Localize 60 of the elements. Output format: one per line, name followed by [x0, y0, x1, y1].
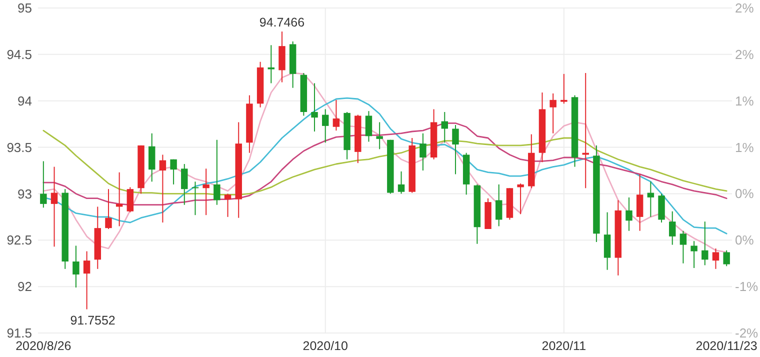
candlestick: [420, 132, 426, 171]
candlestick: [550, 92, 556, 134]
y2-tick-label: 0%: [735, 232, 754, 248]
y-tick-label: 92.5: [6, 232, 32, 248]
candlestick: [72, 245, 80, 288]
x-tick-label: 2020/11: [542, 339, 586, 353]
y2-tick-label: 1%: [735, 94, 754, 109]
candlestick: [680, 230, 687, 264]
candlestick: [365, 110, 372, 142]
x-tick-label: 2020/11/23: [696, 339, 758, 353]
candlestick: [322, 108, 329, 144]
y2-tick-label: 2%: [735, 0, 754, 16]
y2-tick-label: 2%: [735, 47, 754, 62]
candlestick: [159, 154, 166, 223]
x-tick-label: 2020/10: [302, 339, 348, 353]
candlestick: [496, 184, 502, 227]
candlestick: [560, 73, 568, 104]
candlestick: [723, 250, 730, 267]
candlestick: [669, 210, 676, 246]
candlestick: [604, 212, 611, 270]
candlestick: [690, 240, 698, 268]
candlestick: [181, 164, 188, 206]
y2-tick-label: -2%: [735, 326, 759, 341]
y2-tick-label: -1%: [735, 279, 759, 294]
y-tick-label: 94.5: [6, 46, 32, 62]
candlestick: [202, 168, 210, 216]
candlestick: [376, 122, 383, 150]
candlestick: [105, 188, 112, 230]
candlestick: [702, 221, 708, 266]
candlestick: [332, 99, 340, 132]
candlestick: [40, 160, 47, 208]
annotation: 91.7552: [70, 313, 116, 328]
candlestick: [170, 158, 177, 185]
candlestick: [517, 183, 524, 215]
candlestick: [268, 44, 274, 84]
candlestick: [398, 170, 405, 194]
y-tick-label: 95: [18, 0, 32, 16]
y-tick-label: 92: [18, 279, 32, 294]
candlestick: [647, 181, 654, 218]
y-tick-label: 93: [18, 186, 32, 202]
y-tick-label: 91.5: [6, 326, 32, 341]
candlestick: [636, 174, 644, 232]
candlestick: [626, 196, 632, 232]
candlestick: [126, 186, 134, 213]
candlestick: [192, 181, 199, 216]
candlestick: [224, 193, 232, 218]
candlestick: [83, 250, 90, 310]
candlestick: [452, 124, 459, 175]
y-tick-label: 93.5: [6, 140, 32, 155]
y2-tick-label: 0%: [735, 186, 754, 201]
candlestick: [50, 166, 58, 248]
candlestick: [148, 132, 156, 182]
y-tick-label: 94: [18, 93, 32, 108]
y2-tick-label: 1%: [735, 140, 754, 156]
candlestick: [214, 139, 220, 206]
candlestick: [712, 248, 720, 270]
annotation: 94.7466: [259, 16, 305, 30]
candlestick: [441, 112, 448, 144]
x-tick-label: 2020/8/26: [16, 339, 72, 353]
candlestick: [311, 82, 318, 132]
